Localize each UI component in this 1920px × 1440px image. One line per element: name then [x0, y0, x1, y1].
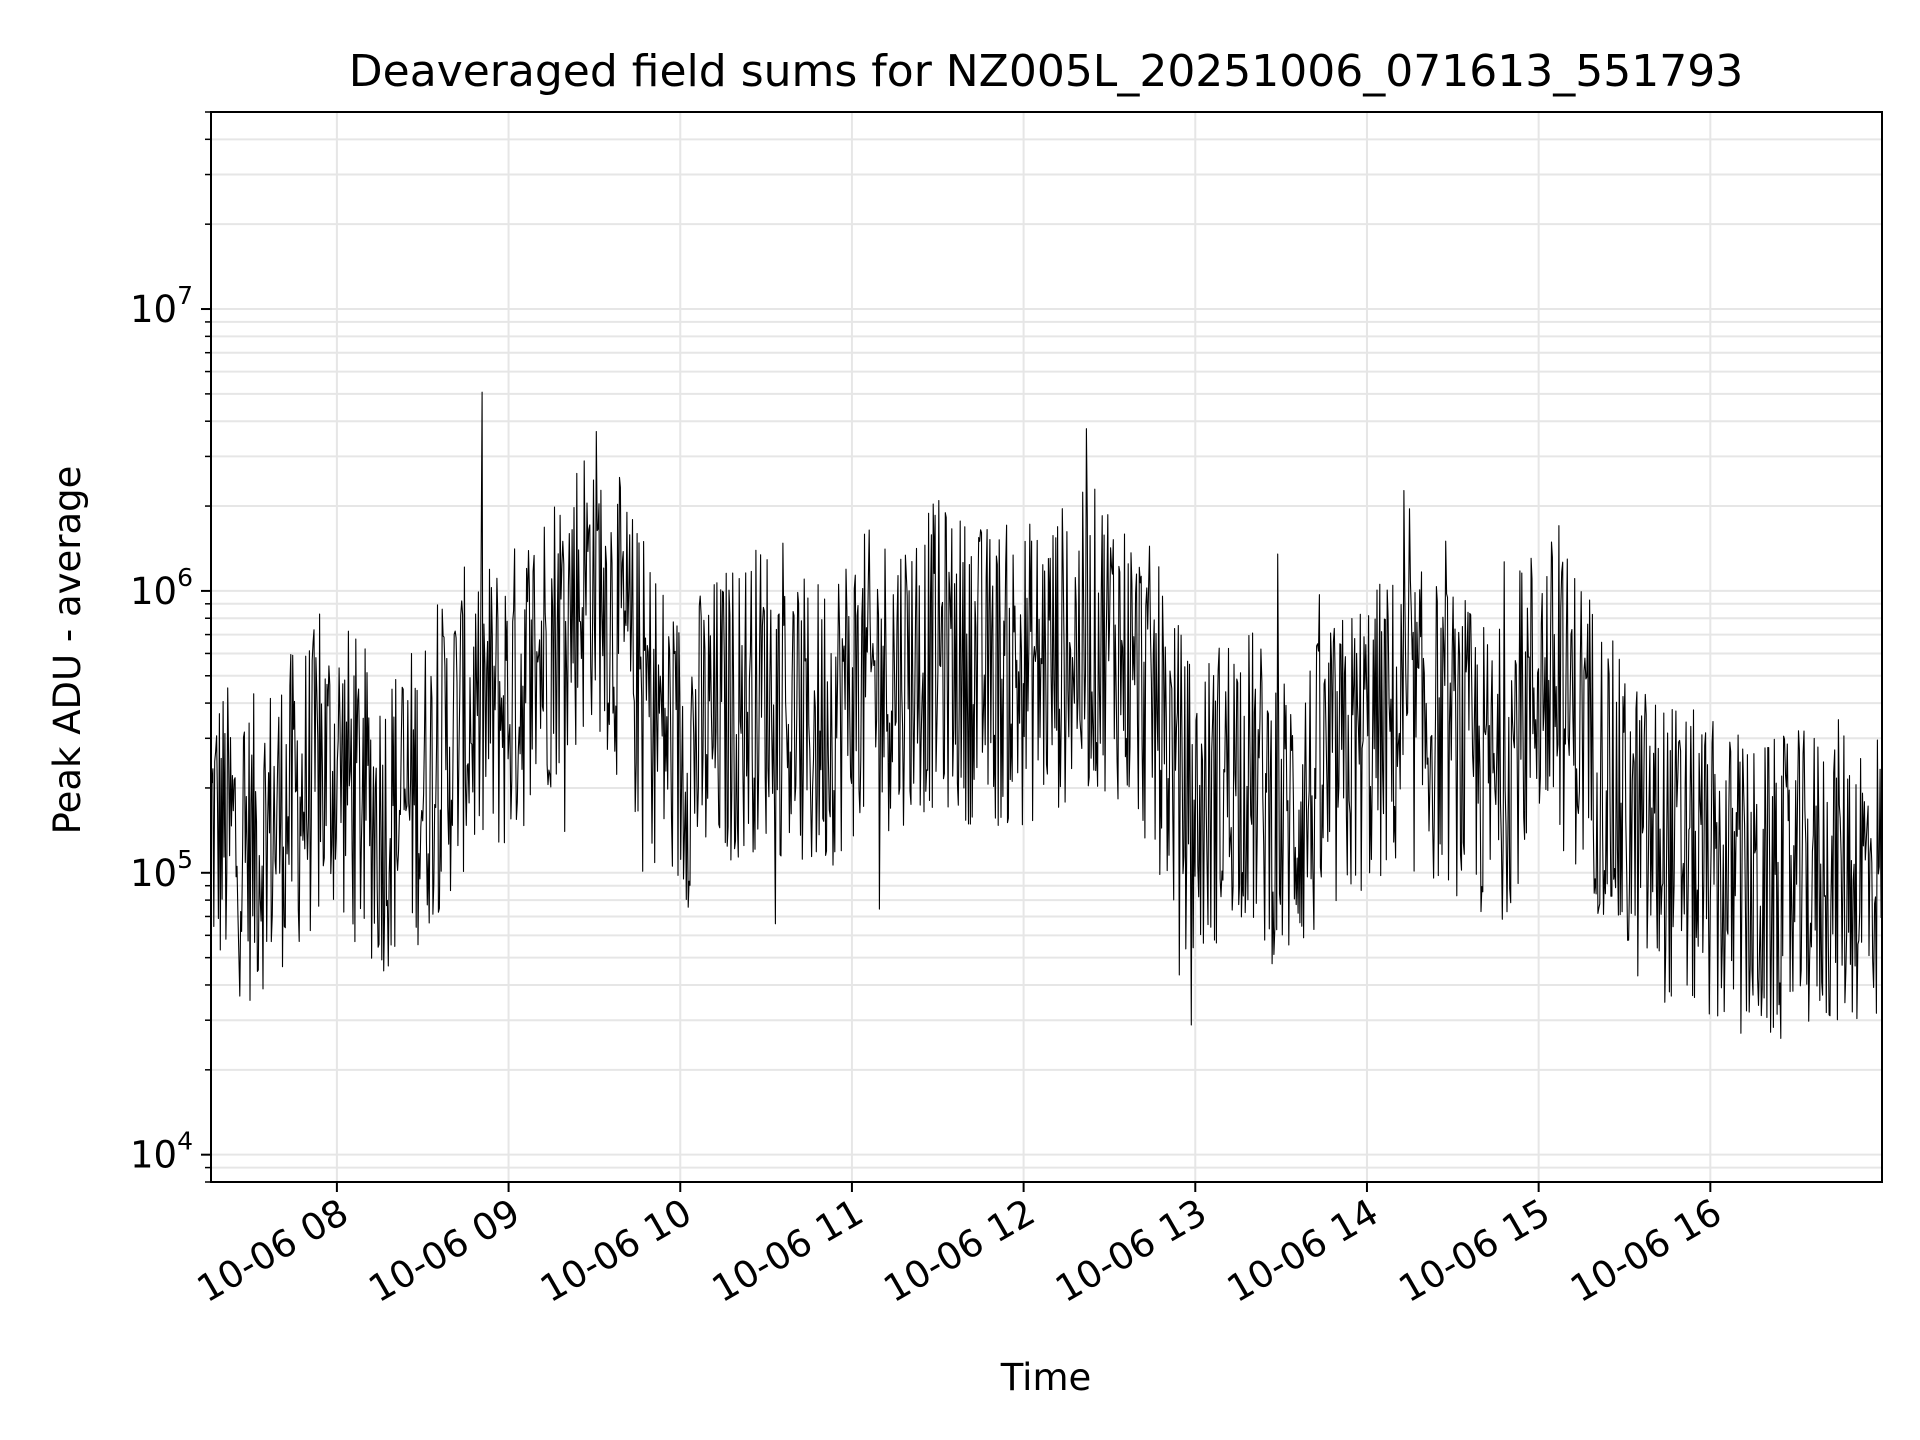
x-tick-label: 10-06 16	[1563, 1191, 1729, 1311]
plot-frame	[210, 111, 1883, 1183]
x-tick-label: 10-06 08	[190, 1191, 356, 1311]
x-axis: 10-06 08 10-06 09 10-06 10 10-06 11 10-06 12…	[190, 1182, 1729, 1311]
y-tick-label: 107	[130, 281, 193, 331]
x-tick-label: 10-06 15	[1392, 1191, 1558, 1311]
y-tick-label: 105	[130, 845, 193, 895]
series-line	[210, 391, 1883, 1039]
x-tick-label: 10-06 11	[705, 1191, 871, 1311]
x-tick-label: 10-06 12	[877, 1191, 1043, 1311]
grid	[211, 111, 1882, 1183]
y-axis-label: Peak ADU - average	[46, 466, 89, 835]
x-tick-label: 10-06 14	[1220, 1191, 1386, 1311]
x-tick-label: 10-06 13	[1048, 1191, 1214, 1311]
x-axis-label: Time	[1000, 1356, 1092, 1399]
series	[210, 391, 1883, 1039]
y-tick-label: 106	[130, 563, 193, 613]
chart-title: Deaveraged field sums for NZ005L_2025100…	[349, 46, 1743, 97]
x-tick-label: 10-06 10	[533, 1191, 699, 1311]
y-tick-label: 104	[130, 1127, 193, 1177]
x-tick-label: 10-06 09	[362, 1191, 528, 1311]
y-axis: 104 105 106 107	[130, 111, 211, 1183]
